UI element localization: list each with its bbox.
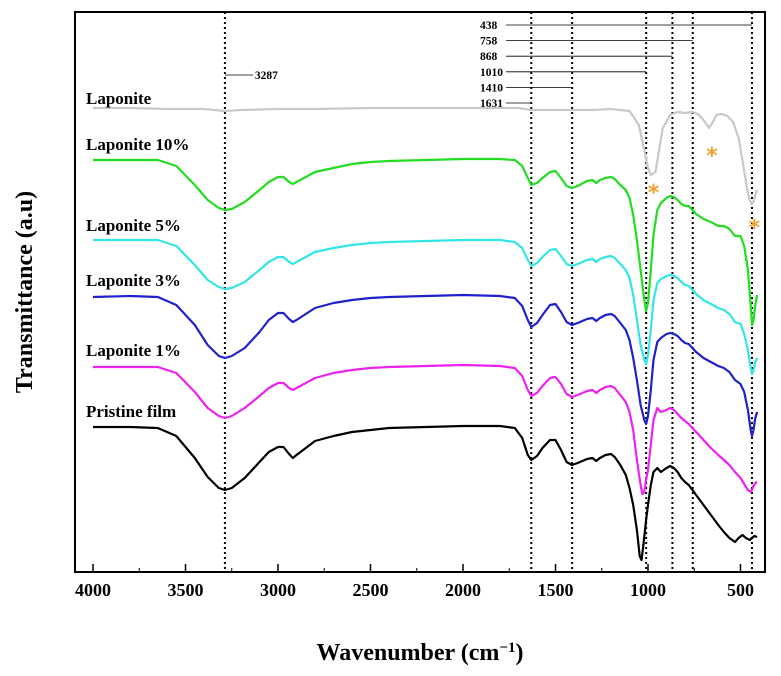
series-label: Laponite (86, 89, 152, 108)
asterisk-marker: * (648, 181, 660, 206)
peak-label: 868 (480, 51, 498, 63)
x-tick-label: 2000 (445, 580, 481, 600)
plot-frame (74, 11, 766, 573)
x-tick-label: 3000 (260, 580, 296, 600)
x-tick-label: 2500 (353, 580, 389, 600)
series-line (93, 424, 758, 562)
series-label: Laponite 3% (86, 271, 181, 290)
asterisk-marker: * (706, 144, 718, 169)
series-label: Laponite 5% (86, 216, 181, 235)
series-label: Laponite 1% (86, 341, 181, 360)
x-tick-label: 4000 (75, 580, 111, 600)
x-axis-ticks: 4000 3500 3000 2500 2000 1500 1000 500 (75, 564, 754, 600)
series-label: Pristine film (86, 402, 176, 421)
x-tick-label: 3500 (168, 580, 204, 600)
x-tick-label: 1000 (630, 580, 666, 600)
asterisk-group: * * * (648, 144, 761, 241)
peak-label: 3287 (255, 70, 278, 82)
asterisk-marker: * (749, 216, 761, 241)
peak-label: 438 (480, 20, 498, 32)
x-axis-title: Wavenumber (cm−1) (317, 640, 524, 666)
x-axis-title-sup: −1 (499, 640, 515, 656)
series-labels: Laponite Laponite 10% Laponite 5% Laponite … (86, 89, 189, 421)
x-axis-title-close: ) (515, 640, 523, 666)
series-line (92, 293, 759, 438)
y-axis-title: Transmittance (a.u) (12, 191, 38, 393)
reference-lines (223, 12, 753, 572)
series-line (93, 363, 758, 496)
x-tick-label: 500 (727, 580, 754, 600)
x-tick-label: 1500 (538, 580, 574, 600)
peak-label: 1410 (480, 82, 503, 94)
series-line (93, 238, 759, 376)
peak-label: 1010 (480, 67, 503, 79)
peak-label: 758 (480, 36, 498, 48)
series-label: Laponite 10% (86, 135, 189, 154)
x-axis-title-text: Wavenumber (cm (317, 640, 500, 666)
series-line (93, 106, 759, 206)
series-line (93, 157, 759, 327)
series-group (92, 106, 759, 562)
